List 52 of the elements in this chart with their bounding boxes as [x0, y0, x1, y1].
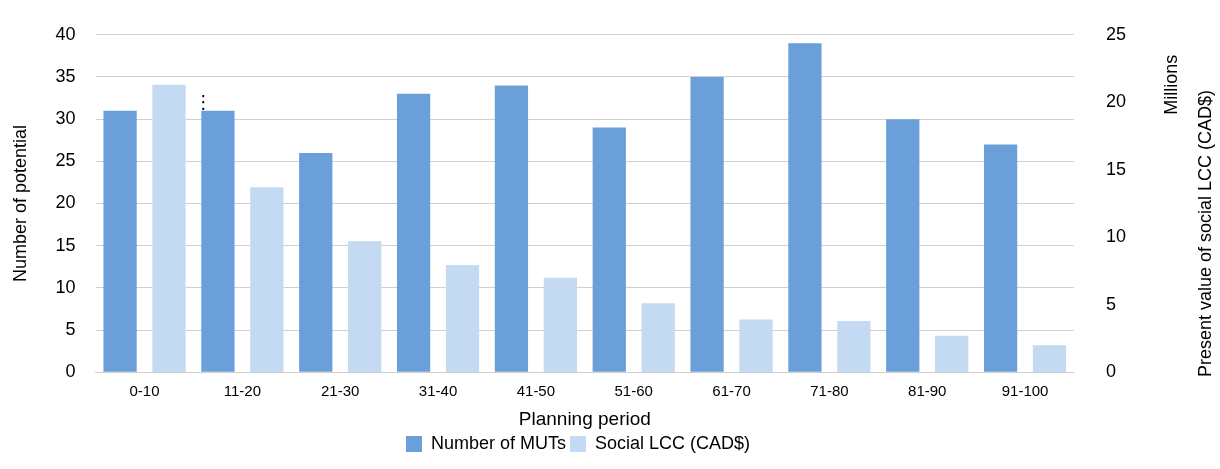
y2-tick-label: 5: [1105, 293, 1116, 314]
bar: [494, 85, 529, 372]
y-tick-label: 25: [55, 150, 76, 171]
y-tick-label: 30: [55, 108, 76, 129]
x-tick-label: 11-20: [223, 382, 262, 400]
bar: [348, 241, 382, 373]
bar: [983, 144, 1018, 372]
bar: [690, 76, 724, 372]
legend-label: Social LCC (CAD$): [594, 432, 751, 453]
bar: [886, 119, 920, 372]
x-tick-label: 51-60: [614, 382, 653, 400]
y2-tick-label: 15: [1105, 158, 1127, 179]
y-tick-label: 40: [55, 23, 76, 44]
y-tick-label: 5: [65, 318, 76, 339]
bar: [152, 84, 186, 373]
y-tick-label: 15: [55, 234, 76, 255]
x-tick-label: 21-30: [321, 382, 360, 400]
bar: [543, 277, 577, 373]
bar: [592, 127, 626, 372]
y-tick-label: 10: [55, 276, 76, 297]
annotation: ⋮: [194, 91, 213, 112]
bar: [788, 43, 822, 372]
x-tick-label: 81-90: [908, 382, 947, 400]
y2-tick-label: 25: [1105, 23, 1127, 44]
y-tick-label: 20: [55, 192, 76, 213]
bar: [445, 264, 480, 373]
bar: [641, 303, 675, 373]
text: Millions: [1160, 54, 1181, 115]
x-tick-label: 61-70: [712, 382, 751, 400]
y-tick-label: 0: [65, 361, 76, 382]
x-tick-label: 0-10: [129, 382, 160, 400]
y2-tick-label: 0: [1105, 361, 1116, 382]
y-tick-label: 35: [55, 65, 76, 86]
bar: [1032, 345, 1067, 373]
y2-tick-label: 20: [1105, 91, 1127, 112]
x-tick-label: 31-40: [418, 382, 458, 400]
bar: [250, 187, 284, 373]
x-tick-label: 71-80: [810, 382, 849, 400]
bar: [299, 152, 333, 372]
legend-label: Number of MUTs: [430, 432, 566, 453]
bar: [739, 319, 773, 373]
x-tick-label: 91-100: [1001, 382, 1049, 400]
y2-axis-title: Present value of social LCC (CAD$): [1194, 89, 1215, 378]
bar: [935, 335, 969, 373]
bar: [396, 93, 431, 372]
bar: [103, 110, 137, 372]
x-tick-label: 41-50: [516, 382, 556, 400]
x-axis-title: Planning period: [518, 407, 651, 429]
y-axis-title: Number of potential: [9, 124, 30, 283]
bar: [201, 110, 235, 372]
bar: [837, 320, 871, 373]
y2-tick-label: 10: [1105, 226, 1127, 247]
